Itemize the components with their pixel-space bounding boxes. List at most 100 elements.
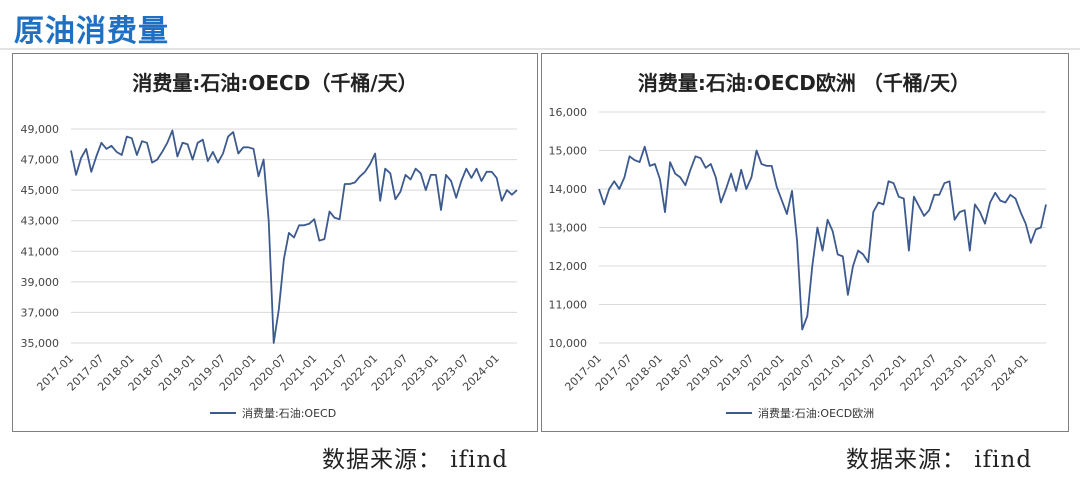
data-point [415,168,417,170]
data-point [182,142,184,144]
data-point [435,174,437,176]
y-tick-label: 10,000 [549,337,588,350]
data-point [837,253,839,255]
data-point [669,161,671,163]
data-point [674,173,676,175]
data-point [430,174,432,176]
oecd-chart-svg: 消费量:石油:OECD（千桶/天） 35,000 37,000 39,000 41,00… [21,71,518,420]
data-point [827,219,829,221]
data-point [308,223,310,225]
data-point [496,177,498,179]
data-point [470,177,472,179]
y-tick-label: 49,000 [21,123,60,136]
data-point [273,342,275,344]
data-point [410,178,412,180]
legend-label: 消费量:石油:OECD [242,406,336,420]
data-point [293,237,295,239]
data-point [100,142,102,144]
data-point [440,209,442,211]
data-point [227,136,229,138]
data-point [913,196,915,198]
data-point [131,137,133,139]
data-point [756,150,758,152]
y-tick-label: 47,000 [21,154,60,167]
data-point [450,180,452,182]
data-point [70,149,72,151]
data-point [318,240,320,242]
data-point [816,227,818,229]
data-point [893,182,895,184]
data-point [888,180,890,182]
data-point [161,151,163,153]
data-point [639,161,641,163]
data-point [303,224,305,226]
data-point [629,155,631,157]
data-point [166,142,168,144]
data-point [740,169,742,171]
data-point [465,168,467,170]
data-point [197,142,199,144]
y-tick-label: 11,000 [549,299,588,312]
data-point [644,146,646,148]
data-point [715,176,717,178]
data-point [374,153,376,155]
data-point [1030,242,1032,244]
data-point [126,136,128,138]
data-point [1035,228,1037,230]
data-point [202,139,204,141]
data-point [90,171,92,173]
data-point [486,171,488,173]
y-tick-label: 13,000 [549,222,588,235]
data-point [516,189,518,191]
data-point [187,143,189,145]
data-point [634,159,636,161]
data-point [399,191,401,193]
data-point [445,174,447,176]
data-point [258,175,260,177]
data-point [212,151,214,153]
data-point [141,140,143,142]
data-point [857,250,859,252]
data-point [786,213,788,215]
data-point [659,178,661,180]
data-point [923,215,925,217]
data-point [232,131,234,133]
data-point [394,198,396,200]
data-point [949,180,951,182]
data-point [1025,223,1027,225]
data-point [359,175,361,177]
data-point [313,218,315,220]
data-point [339,218,341,220]
data-point [725,188,727,190]
data-point [776,186,778,188]
data-point [283,258,285,260]
data-source-left: 数据来源： ifind [322,447,509,473]
data-point [334,217,336,219]
legend-label: 消费量:石油:OECD欧洲 [758,406,874,420]
data-point [618,188,620,190]
data-point [695,155,697,157]
data-point [384,168,386,170]
data-point [151,162,153,164]
data-point [242,146,244,148]
data-point [771,165,773,167]
data-point [95,156,97,158]
data-point [156,159,158,161]
y-tick-label: 16,000 [549,106,588,119]
data-point [481,180,483,182]
series-line [598,145,1047,331]
data-point [460,180,462,182]
data-point [994,192,996,194]
data-point [192,159,194,161]
data-point [263,159,265,161]
data-point [121,154,123,156]
data-point [288,232,290,234]
data-point [852,265,854,267]
data-point [476,168,478,170]
data-point [705,167,707,169]
data-point [664,211,666,213]
data-point [80,157,82,159]
data-point [247,146,249,148]
data-point [862,253,864,255]
data-point [679,176,681,178]
